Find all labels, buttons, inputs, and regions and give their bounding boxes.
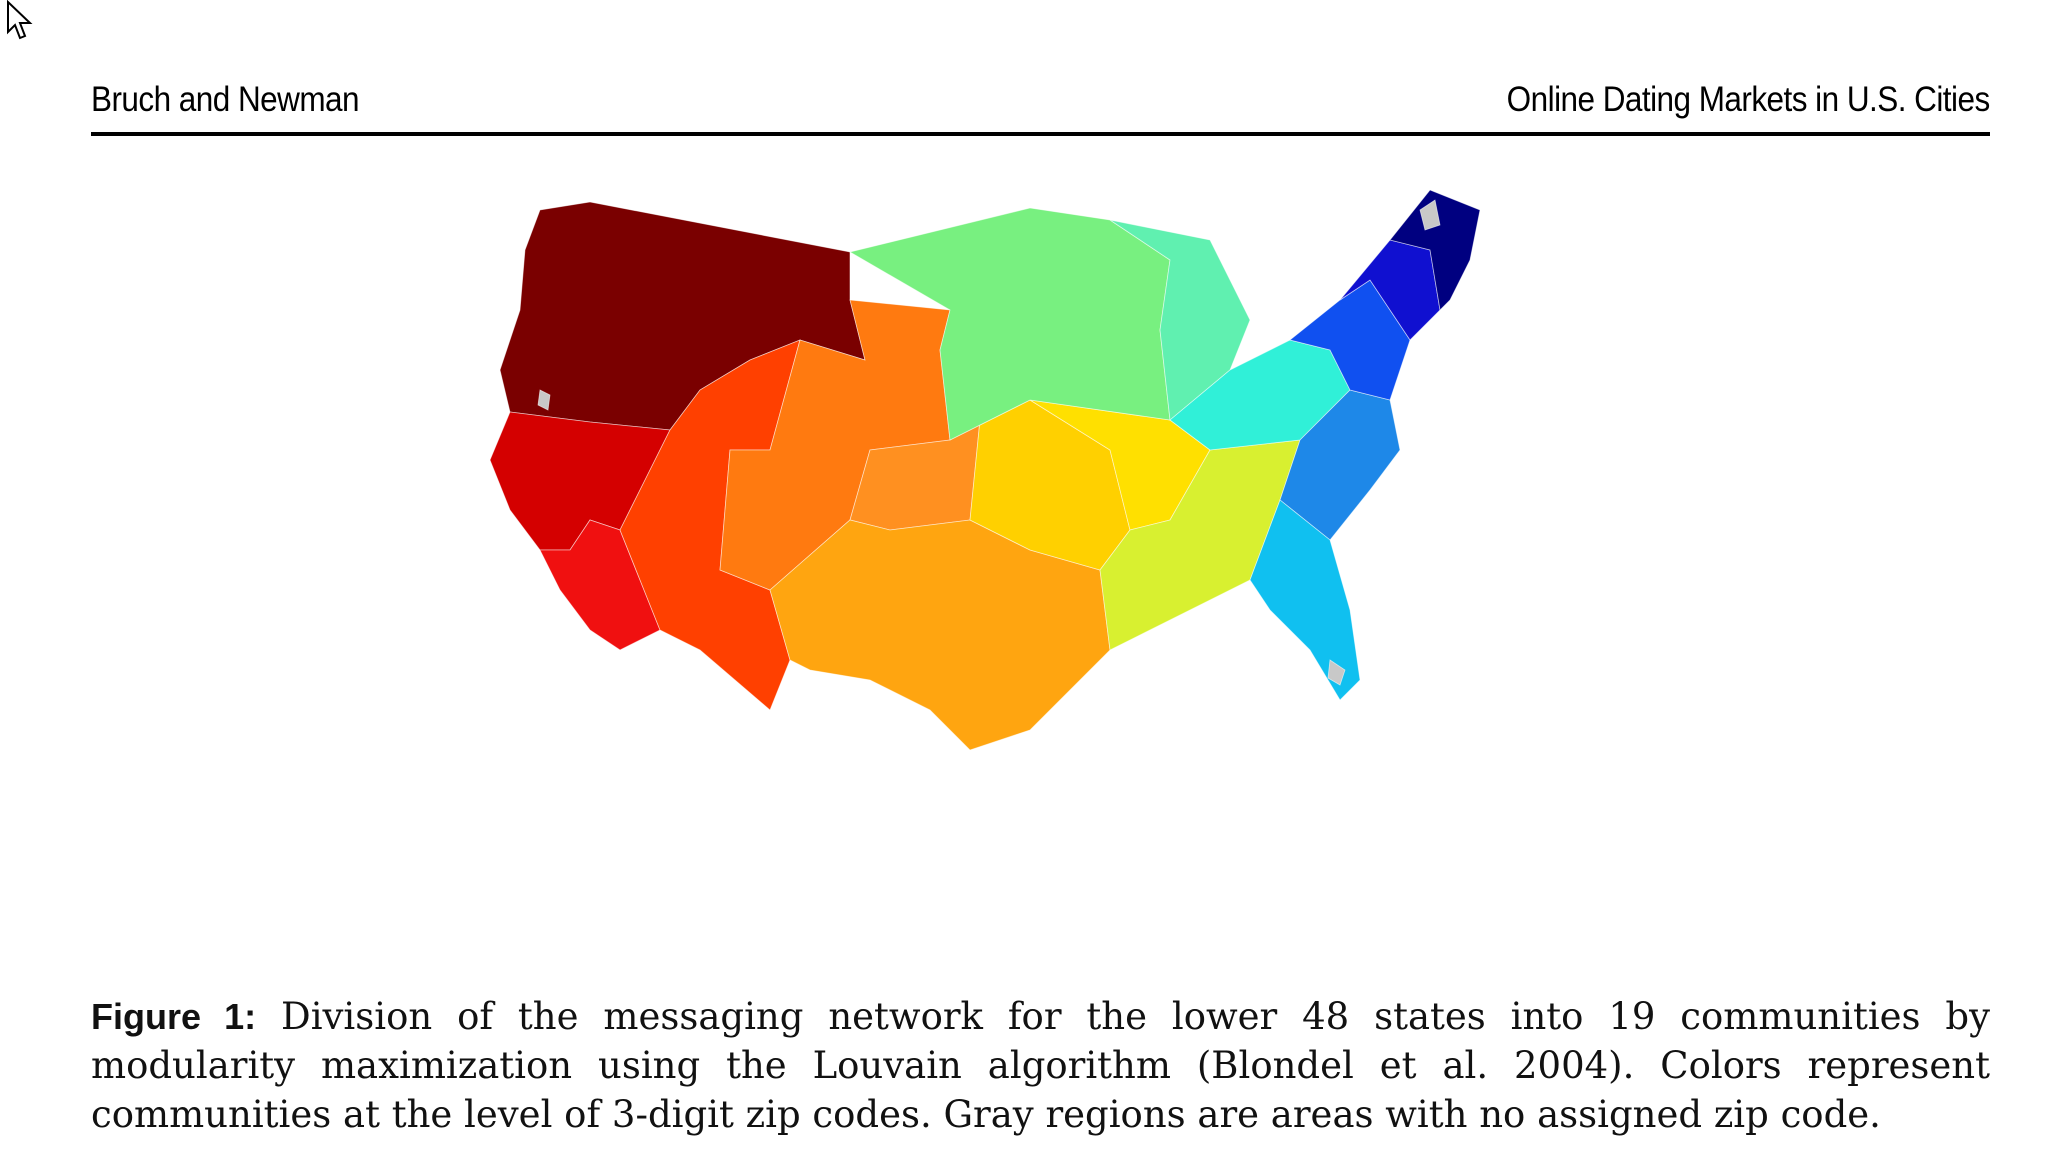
header-title: Online Dating Markets in U.S. Cities (1506, 80, 1991, 119)
us-community-map (489, 190, 1481, 751)
region-no-zip-3 (1327, 659, 1346, 686)
caption-text: Division of the messaging network for th… (91, 995, 1991, 1136)
region-no-zip-1 (1419, 199, 1441, 231)
figure-map (470, 190, 1620, 950)
region-no-zip-2 (537, 389, 551, 411)
caption-label: Figure 1: (91, 996, 257, 1037)
header-authors: Bruch and Newman (91, 80, 360, 119)
region-florida (1249, 499, 1361, 701)
region-texas (769, 519, 1111, 751)
running-header: Bruch and Newman Online Dating Markets i… (91, 74, 1991, 136)
region-new-england (1389, 190, 1481, 311)
mouse-pointer-icon (7, 0, 33, 40)
figure-caption: Figure 1: Division of the messaging netw… (91, 992, 1990, 1139)
